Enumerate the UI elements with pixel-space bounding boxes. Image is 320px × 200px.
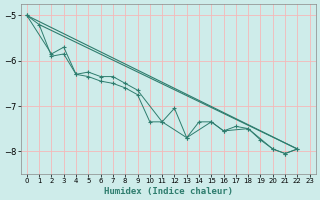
X-axis label: Humidex (Indice chaleur): Humidex (Indice chaleur) (104, 187, 233, 196)
